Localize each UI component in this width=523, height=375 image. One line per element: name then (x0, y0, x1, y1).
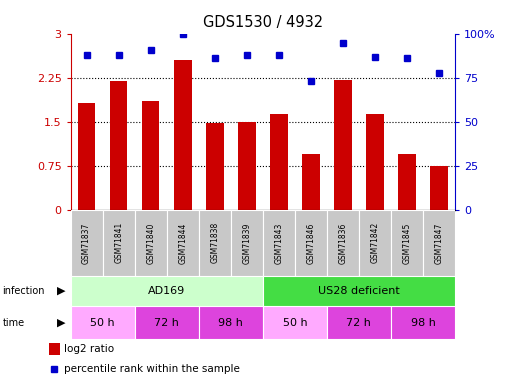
Bar (167, 210, 199, 276)
Bar (359, 210, 391, 276)
Bar (327, 306, 391, 339)
Bar (174, 60, 191, 210)
Text: GSM71846: GSM71846 (306, 222, 315, 264)
Text: GSM71843: GSM71843 (275, 222, 283, 264)
Text: GDS1530 / 4932: GDS1530 / 4932 (203, 15, 323, 30)
Bar (238, 122, 256, 210)
Bar (71, 276, 263, 306)
Bar (199, 306, 263, 339)
Text: US28 deficient: US28 deficient (318, 286, 400, 296)
Text: GSM71847: GSM71847 (435, 222, 444, 264)
Bar (334, 80, 351, 210)
Bar (423, 210, 455, 276)
Bar (391, 306, 455, 339)
Bar (78, 103, 95, 210)
Text: 50 h: 50 h (282, 318, 307, 327)
Bar (199, 210, 231, 276)
Bar (110, 81, 128, 210)
Bar (366, 114, 384, 210)
Text: GSM71841: GSM71841 (114, 222, 123, 263)
Bar (398, 154, 416, 210)
Bar (391, 210, 423, 276)
Text: percentile rank within the sample: percentile rank within the sample (64, 364, 240, 374)
Bar (430, 166, 448, 210)
Bar (263, 306, 327, 339)
Bar (71, 210, 103, 276)
Bar (302, 154, 320, 210)
Bar (231, 210, 263, 276)
Text: infection: infection (3, 286, 45, 296)
Text: GSM71836: GSM71836 (338, 222, 347, 264)
Text: GSM71842: GSM71842 (370, 222, 379, 263)
Text: 72 h: 72 h (346, 318, 371, 327)
Bar (142, 101, 160, 210)
Text: 50 h: 50 h (90, 318, 115, 327)
Text: GSM71844: GSM71844 (178, 222, 187, 264)
Bar (71, 306, 135, 339)
Bar (263, 276, 455, 306)
Text: ▶: ▶ (57, 286, 65, 296)
Bar (135, 210, 167, 276)
Text: log2 ratio: log2 ratio (64, 344, 114, 354)
Text: 98 h: 98 h (411, 318, 436, 327)
Text: GSM71845: GSM71845 (403, 222, 412, 264)
Text: GSM71837: GSM71837 (82, 222, 91, 264)
Bar (135, 306, 199, 339)
Bar (270, 114, 288, 210)
Bar (206, 123, 223, 210)
Bar (263, 210, 295, 276)
Text: 98 h: 98 h (218, 318, 243, 327)
Text: time: time (3, 318, 25, 327)
Bar (327, 210, 359, 276)
Bar (295, 210, 327, 276)
Bar (103, 210, 135, 276)
Text: GSM71840: GSM71840 (146, 222, 155, 264)
Bar (49, 343, 60, 355)
Text: GSM71839: GSM71839 (242, 222, 251, 264)
Text: AD169: AD169 (148, 286, 185, 296)
Text: ▶: ▶ (57, 318, 65, 327)
Text: GSM71838: GSM71838 (210, 222, 219, 263)
Text: 72 h: 72 h (154, 318, 179, 327)
